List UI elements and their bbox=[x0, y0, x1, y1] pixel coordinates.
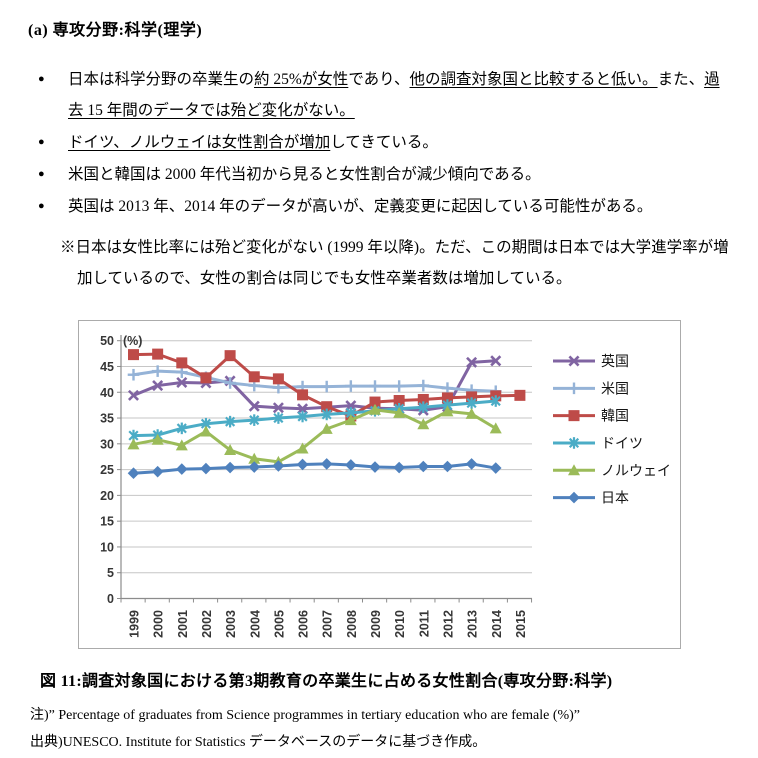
svg-text:5: 5 bbox=[107, 566, 114, 580]
svg-text:25: 25 bbox=[100, 463, 114, 477]
legend-label: 米国 bbox=[601, 380, 629, 396]
svg-text:2013: 2013 bbox=[466, 610, 480, 638]
svg-text:2012: 2012 bbox=[441, 610, 455, 638]
legend-label: ドイツ bbox=[601, 435, 643, 451]
bullet-marker-icon: ● bbox=[38, 136, 45, 148]
footnote-definition: 注)” Percentage of graduates from Science… bbox=[30, 708, 581, 723]
page-title: (a) 専攻分野:科学(理学) bbox=[28, 22, 203, 39]
svg-text:2006: 2006 bbox=[297, 610, 311, 638]
svg-text:2000: 2000 bbox=[152, 610, 166, 638]
svg-text:40: 40 bbox=[100, 386, 114, 400]
bullet-item: ● 米国と韓国は 2000 年代当初から見ると女性割合が減少傾向である。 bbox=[38, 159, 732, 190]
bullet-item: ● 英国は 2013 年、2014 年のデータが高いが、定義変更に起因している可能… bbox=[38, 191, 732, 222]
chart-gridlines bbox=[121, 340, 532, 574]
legend-item-uk: 英国 bbox=[553, 353, 629, 369]
bullet-text: 日本は科学分野の卒業生の約 25%が女性であり、他の調査対象国と比較すると低い。… bbox=[68, 71, 720, 119]
bullet-marker-icon: ● bbox=[38, 200, 45, 212]
svg-text:2007: 2007 bbox=[321, 610, 335, 638]
svg-text:2008: 2008 bbox=[345, 610, 359, 638]
chart: 0 5 10 15 20 25 30 35 40 45 50 (%) 1999 2000 2001 2002 2… bbox=[78, 320, 681, 649]
svg-text:0: 0 bbox=[107, 592, 114, 606]
bullet-text: ドイツ、ノルウェイは女性割合が増加してきている。 bbox=[68, 134, 438, 151]
note-paragraph: ※日本は女性比率には殆ど変化がない (1999 年以降)。ただ、この期間は日本で… bbox=[60, 239, 729, 287]
legend-label: ノルウェイ bbox=[601, 462, 671, 478]
svg-text:45: 45 bbox=[100, 360, 114, 374]
bullet-text: 米国と韓国は 2000 年代当初から見ると女性割合が減少傾向である。 bbox=[68, 166, 541, 183]
legend-label: 日本 bbox=[601, 490, 629, 506]
svg-text:1999: 1999 bbox=[128, 610, 142, 638]
series-japan bbox=[127, 458, 502, 480]
svg-text:15: 15 bbox=[100, 515, 114, 529]
svg-text:2001: 2001 bbox=[176, 610, 190, 638]
legend-label: 韓国 bbox=[601, 408, 629, 424]
svg-text:2003: 2003 bbox=[224, 610, 238, 638]
svg-text:2015: 2015 bbox=[514, 610, 528, 638]
line-chart: 0 5 10 15 20 25 30 35 40 45 50 (%) 1999 2000 2001 2002 2… bbox=[100, 334, 671, 638]
svg-text:2011: 2011 bbox=[417, 610, 431, 637]
svg-text:20: 20 bbox=[100, 489, 114, 503]
bullet-item: ● ドイツ、ノルウェイは女性割合が増加してきている。 bbox=[38, 127, 732, 158]
y-axis-labels: 0 5 10 15 20 25 30 35 40 45 50 bbox=[100, 334, 114, 606]
footnote-source: 出典)UNESCO. Institute for Statistics データベ… bbox=[30, 735, 487, 750]
bullet-marker-icon: ● bbox=[38, 73, 45, 85]
legend-item-germany: ドイツ bbox=[553, 435, 643, 451]
legend-item-japan: 日本 bbox=[553, 490, 629, 506]
x-axis-labels: 1999 2000 2001 2002 2003 2004 2005 2006 2007 2008… bbox=[128, 610, 528, 638]
bullet-marker-icon: ● bbox=[38, 168, 45, 180]
series-norway bbox=[127, 403, 502, 467]
svg-text:30: 30 bbox=[100, 437, 114, 451]
series-us bbox=[127, 365, 502, 398]
bullet-item: ● 日本は科学分野の卒業生の約 25%が女性であり、他の調査対象国と比較すると低い… bbox=[38, 64, 732, 126]
legend-item-us: 米国 bbox=[553, 380, 629, 396]
svg-text:35: 35 bbox=[100, 412, 114, 426]
series-korea bbox=[128, 348, 526, 422]
legend-item-norway: ノルウェイ bbox=[553, 462, 671, 478]
svg-text:2014: 2014 bbox=[490, 610, 504, 638]
svg-text:2005: 2005 bbox=[272, 610, 286, 638]
bullet-text: 英国は 2013 年、2014 年のデータが高いが、定義変更に起因している可能性… bbox=[68, 198, 653, 215]
legend-item-korea: 韓国 bbox=[553, 408, 629, 424]
svg-text:50: 50 bbox=[100, 334, 114, 348]
svg-text:2002: 2002 bbox=[200, 610, 214, 638]
svg-text:2004: 2004 bbox=[248, 610, 262, 638]
bullet-list: ● 日本は科学分野の卒業生の約 25%が女性であり、他の調査対象国と比較すると低い… bbox=[38, 64, 732, 222]
svg-text:10: 10 bbox=[100, 540, 114, 554]
legend-label: 英国 bbox=[601, 353, 629, 369]
y-axis-unit-label: (%) bbox=[123, 334, 142, 348]
svg-text:2010: 2010 bbox=[393, 610, 407, 638]
figure-caption: 図 11:調査対象国における第3期教育の卒業生に占める女性割合(専攻分野:科学) bbox=[40, 673, 613, 690]
svg-text:2009: 2009 bbox=[369, 610, 383, 638]
chart-axes bbox=[117, 335, 533, 603]
